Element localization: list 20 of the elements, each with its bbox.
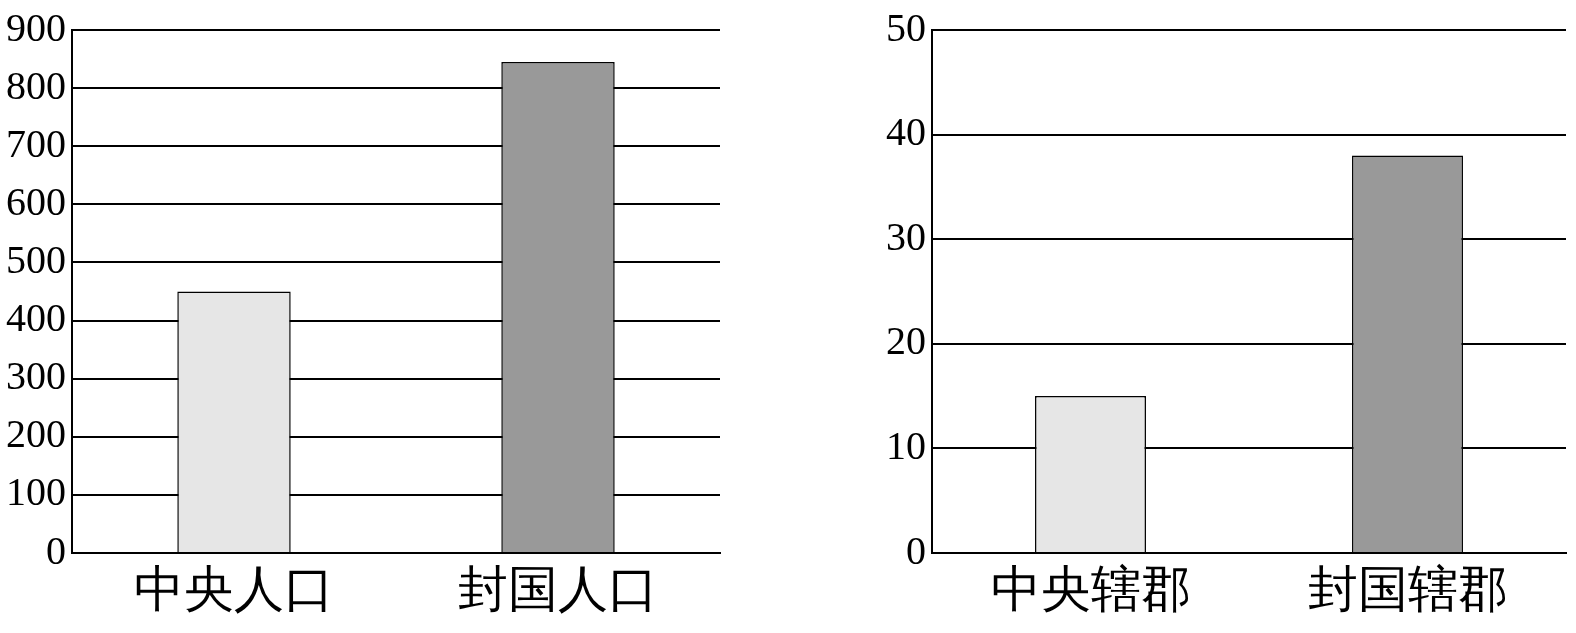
y-tick-label: 300 (6, 353, 66, 399)
y-tick-label: 400 (6, 295, 66, 341)
y-tick-label: 100 (6, 469, 66, 515)
y-tick-label: 10 (886, 422, 926, 468)
y-tick-label: 20 (886, 318, 926, 364)
x-tick-label: 封国辖郡 (1307, 561, 1508, 618)
y-tick-label: 0 (906, 527, 926, 573)
y-tick-label: 600 (6, 178, 66, 224)
y-tick-label: 30 (886, 213, 926, 259)
x-tick-label: 中央辖郡 (990, 561, 1191, 618)
y-tick-label: 200 (6, 411, 66, 457)
x-tick-label: 封国人口 (458, 561, 658, 618)
y-tick-label: 500 (6, 236, 66, 282)
y-tick-label: 800 (6, 62, 66, 108)
x-tick-label: 中央人口 (134, 561, 334, 618)
y-tick-label: 700 (6, 120, 66, 166)
y-tick-label: 40 (886, 109, 926, 155)
y-tick-label: 50 (886, 4, 926, 50)
y-tick-label: 900 (6, 4, 66, 50)
y-tick-label: 0 (46, 527, 66, 573)
